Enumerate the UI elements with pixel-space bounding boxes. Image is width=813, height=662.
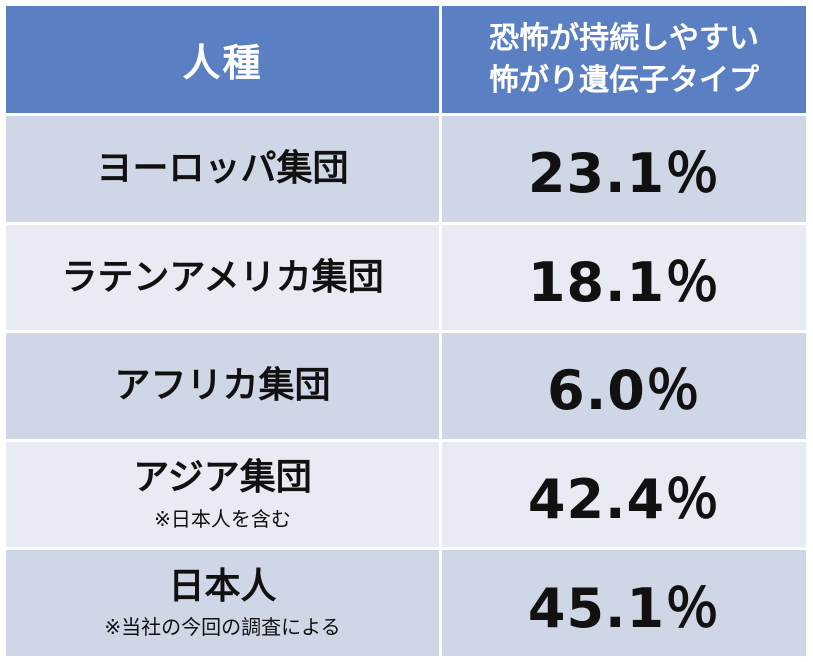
header-desc-cell: 恐怖が持続しやすい 怖がり遺伝子タイプ: [442, 6, 806, 113]
table-row-latin-america-group: ラテンアメリカ集団: [6, 224, 439, 331]
percent-value: 6.0％: [547, 359, 701, 423]
table-row-africa-percent: 6.0％: [442, 333, 806, 439]
percent-value: 23.1％: [527, 142, 721, 206]
header-desc-line1: 恐怖が持続しやすい: [489, 20, 759, 56]
gene-type-table: 人種 恐怖が持続しやすい 怖がり遺伝子タイプ ヨーロッパ集団 23.1％ ラテン…: [6, 6, 806, 656]
header-race-cell: 人種: [6, 6, 439, 113]
percent-value: 18.1％: [527, 250, 721, 314]
table-row-japanese-group: 日本人 ※当社の今回の調査による: [6, 550, 439, 656]
table-row-latin-america-percent: 18.1％: [442, 224, 806, 331]
group-name: ラテンアメリカ集団: [61, 256, 384, 298]
percent-value: 45.1％: [527, 576, 721, 640]
table-row-japanese-percent: 45.1％: [442, 550, 806, 656]
header-race-label: 人種: [182, 41, 263, 85]
group-name: 日本人: [168, 565, 277, 607]
table-row-africa-group: アフリカ集団: [6, 333, 439, 439]
group-note: ※日本人を含む: [154, 506, 291, 531]
group-name: アジア集団: [133, 457, 312, 499]
table-row-europe-percent: 23.1％: [442, 116, 806, 222]
header-desc-line2: 怖がり遺伝子タイプ: [489, 62, 759, 98]
table-row-asia-percent: 42.4％: [442, 441, 806, 548]
group-name: ヨーロッパ集団: [96, 148, 349, 190]
group-name: アフリカ集団: [114, 365, 331, 407]
table-row-europe-group: ヨーロッパ集団: [6, 116, 439, 222]
group-note: ※当社の今回の調査による: [104, 615, 341, 640]
percent-value: 42.4％: [527, 468, 721, 532]
table-row-asia-group: アジア集団 ※日本人を含む: [6, 441, 439, 548]
